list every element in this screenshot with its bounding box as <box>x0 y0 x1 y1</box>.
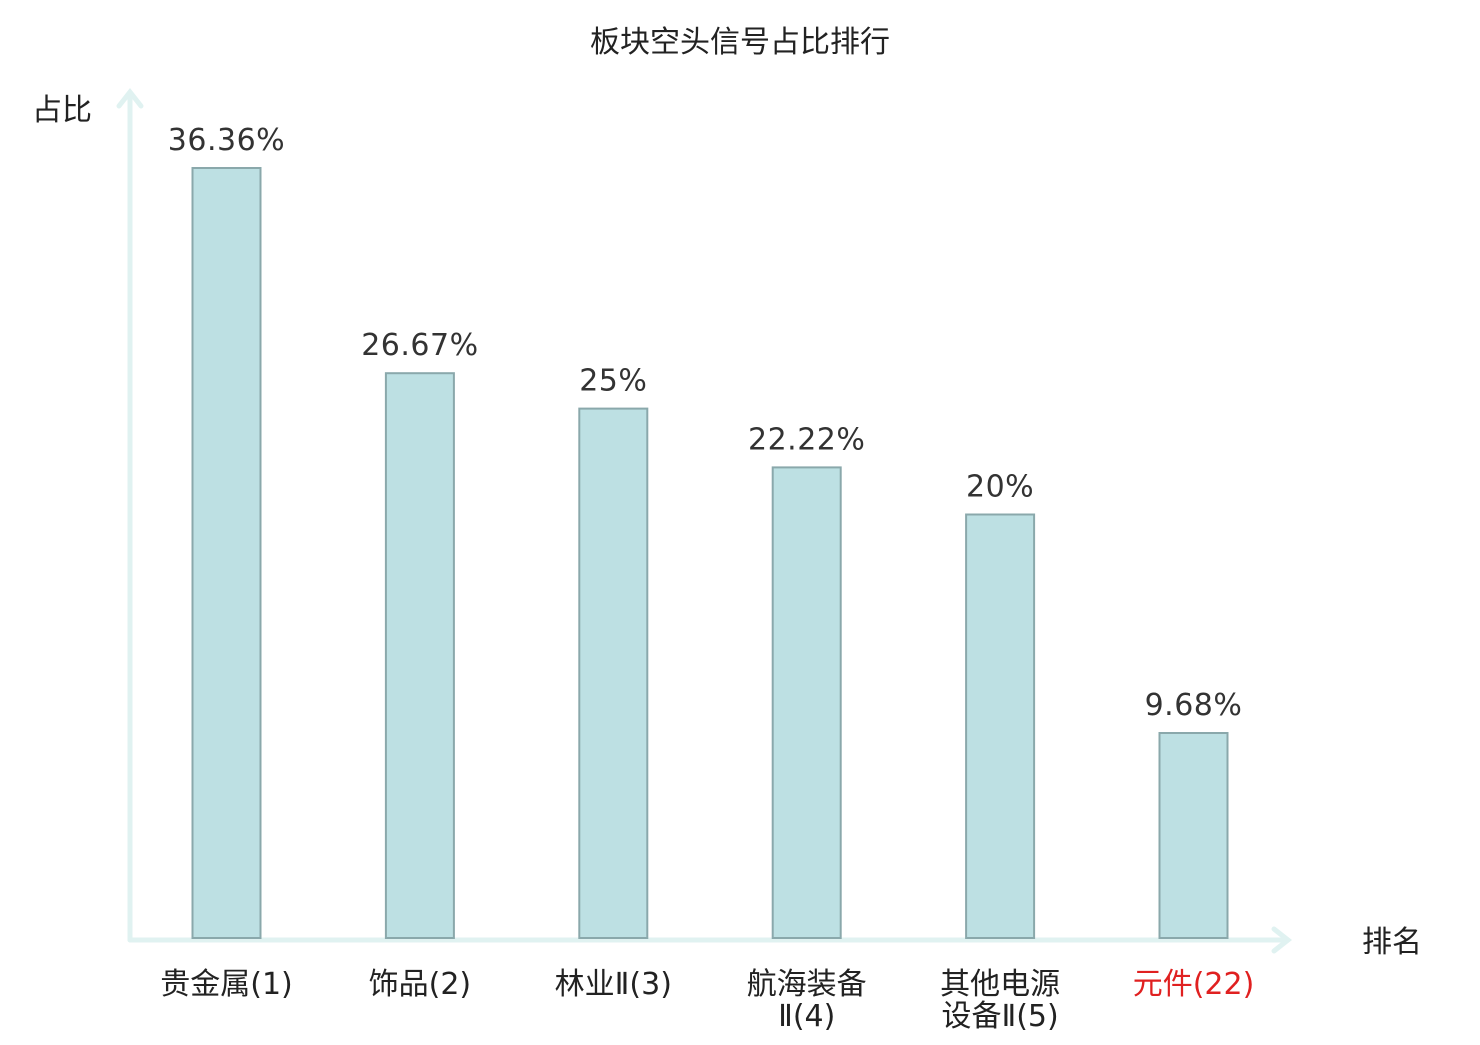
value-label-5: 20% <box>966 470 1034 505</box>
bars-layer <box>191 167 1229 940</box>
value-label-1: 36.36% <box>168 123 285 158</box>
category-label-line: 设备Ⅱ(5) <box>941 999 1058 1034</box>
category-label-2: 饰品(2) <box>369 967 472 1002</box>
category-label-line: 贵金属(1) <box>160 967 293 1002</box>
x-axis-label: 排名 <box>1362 925 1422 960</box>
category-labels-layer: 贵金属(1) 饰品(2) 林业Ⅱ(3) 航海装备 Ⅱ(4) 其他电源设备Ⅱ(5) 元件(22… <box>160 967 1254 1034</box>
category-label-5: 其他电源设备Ⅱ(5) <box>940 967 1060 1034</box>
bar-6 <box>1158 732 1229 939</box>
chart-title: 板块空头信号占比排行 <box>590 25 890 60</box>
category-label-line: 其他电源 <box>940 967 1060 1002</box>
category-label-line: 元件(22) <box>1133 967 1255 1002</box>
category-label-6: 元件(22) <box>1133 967 1255 1002</box>
category-label-line: 航海装备 <box>747 967 867 1002</box>
y-axis-label: 占比 <box>32 93 92 128</box>
bar-2 <box>384 372 455 939</box>
category-label-1: 贵金属(1) <box>160 967 293 1002</box>
value-label-6: 9.68% <box>1145 688 1243 723</box>
bar-3 <box>578 407 649 940</box>
bar-4 <box>771 466 842 939</box>
category-label-line: 饰品(2) <box>369 967 472 1002</box>
category-label-line: 林业Ⅱ(3) <box>555 967 672 1002</box>
value-label-2: 26.67% <box>361 328 478 363</box>
value-label-4: 22.22% <box>748 422 865 457</box>
category-label-3: 林业Ⅱ(3) <box>555 967 672 1002</box>
bar-5 <box>965 513 1036 939</box>
value-labels-layer: 36.36% 26.67% 25% 22.22% 20% 9.68% <box>168 123 1243 723</box>
value-label-3: 25% <box>579 364 647 399</box>
bar-1 <box>191 167 262 939</box>
category-label-4: 航海装备 Ⅱ(4) <box>747 967 867 1034</box>
x-axis <box>127 926 1293 954</box>
category-label-line: Ⅱ(4) <box>778 999 835 1034</box>
y-axis <box>116 87 144 943</box>
